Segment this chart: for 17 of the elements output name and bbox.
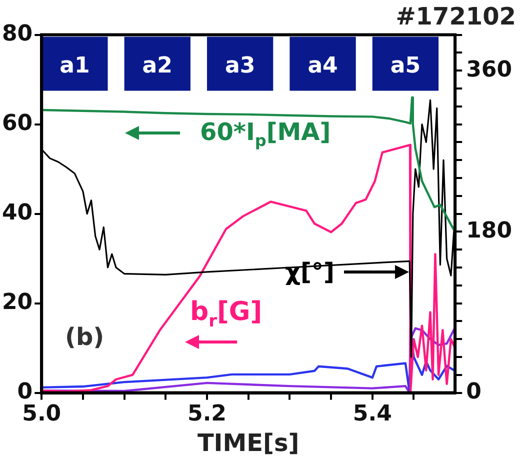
- chart-title: #172102: [396, 2, 516, 31]
- annotation: (b): [65, 323, 104, 351]
- band-label: a1: [60, 54, 90, 79]
- band-label: a4: [308, 54, 338, 79]
- y2-tick-label: 0: [466, 380, 482, 405]
- band-label: a3: [225, 54, 256, 79]
- y-tick-label: 60: [2, 111, 33, 136]
- band-label: a2: [142, 54, 172, 79]
- x-axis-title: TIME[s]: [197, 428, 300, 457]
- y-tick-label: 20: [2, 290, 33, 316]
- x-tick-label: 5.4: [352, 402, 392, 427]
- y2-tick-label: 360: [466, 57, 512, 82]
- y-tick-label: 80: [2, 22, 33, 47]
- band-label: a5: [390, 54, 421, 79]
- y-tick-label: 40: [2, 200, 33, 226]
- x-tick-label: 5.2: [188, 402, 226, 427]
- y2-tick-label: 180: [466, 218, 512, 244]
